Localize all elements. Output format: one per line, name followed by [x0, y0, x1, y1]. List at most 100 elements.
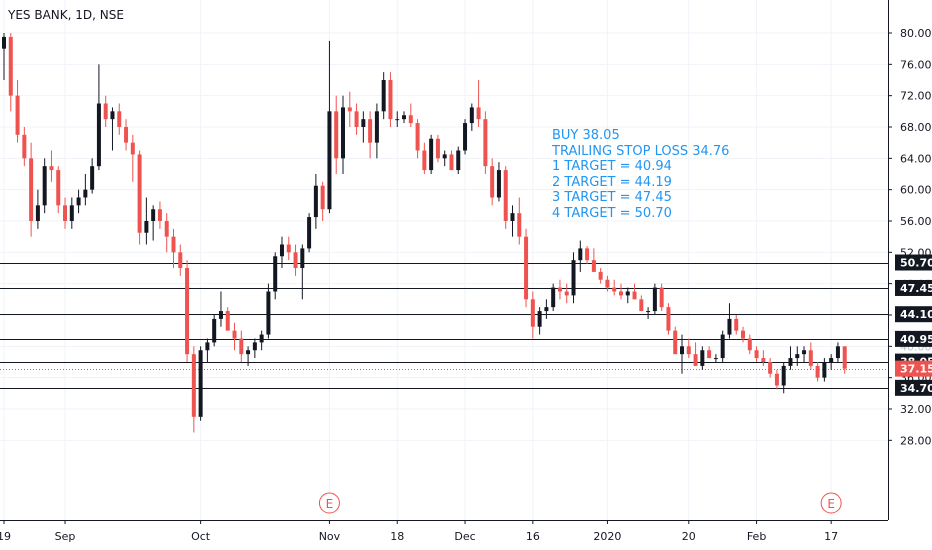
candle-up	[83, 189, 88, 198]
candle-up	[829, 358, 834, 362]
candle-up	[212, 318, 217, 343]
candle-up	[259, 334, 264, 343]
candle-up	[835, 346, 840, 359]
candle-up	[429, 138, 434, 171]
candle-down	[673, 330, 678, 355]
candle-down	[815, 365, 820, 378]
candle-up	[110, 111, 115, 120]
candle-up	[90, 166, 95, 190]
candle-up	[144, 220, 149, 233]
annotation-line-target-2: 2 TARGET = 44.19	[552, 174, 672, 190]
candle-down	[490, 166, 495, 198]
x-tick-label: 18	[390, 530, 404, 543]
level-price-badge	[895, 254, 932, 271]
x-tick-label: Nov	[319, 530, 341, 543]
level-price-badge	[895, 379, 932, 396]
candle-up	[279, 244, 284, 257]
candle-down	[741, 330, 746, 339]
candle-up	[442, 154, 447, 159]
candle-up	[727, 318, 732, 335]
x-tick-label: Sep	[55, 530, 76, 543]
candle-up	[341, 107, 345, 159]
candle-down	[659, 287, 664, 308]
x-tick-label: Feb	[747, 530, 766, 543]
annotation-line-stop-loss: TRAILING STOP LOSS 34.76	[552, 143, 730, 159]
candle-up	[2, 36, 6, 49]
candle-up	[652, 287, 657, 312]
candle-down	[707, 350, 712, 359]
candle-down	[164, 220, 169, 237]
candle-up	[544, 307, 549, 312]
y-tick-label: 32.00	[900, 403, 932, 416]
candle-up	[496, 170, 501, 198]
candle-up	[781, 365, 786, 386]
y-tick-label: 68.00	[900, 121, 932, 134]
symbol-title[interactable]: YES BANK, 1D, NSE	[8, 8, 124, 22]
level-price-badge-label: 50.70	[900, 257, 932, 270]
x-tick-label: 20	[682, 530, 696, 543]
candle-down	[808, 350, 813, 366]
x-tick-label: 17	[824, 530, 838, 543]
candle-down	[225, 311, 230, 331]
candle-up	[510, 213, 515, 221]
candle-down	[320, 185, 325, 210]
x-tick-label: Dec	[454, 530, 475, 543]
candle-down	[530, 299, 535, 327]
candle-down	[422, 150, 427, 171]
level-price-badge-label: 44.10	[900, 308, 932, 321]
candle-down	[63, 205, 68, 221]
candle-down	[191, 354, 196, 417]
candle-down	[666, 307, 671, 331]
candle-up	[537, 311, 542, 327]
candle-up	[273, 256, 278, 292]
level-price-badge-label: 34.70	[900, 382, 932, 395]
candle-down	[15, 95, 20, 135]
level-price-badge	[895, 330, 932, 347]
candle-down	[768, 361, 773, 374]
level-price-badge-label: 47.45	[900, 282, 932, 295]
candle-down	[618, 291, 623, 296]
candle-down	[124, 126, 129, 143]
candle-up	[720, 334, 725, 359]
candle-down	[503, 170, 508, 221]
candle-up	[246, 350, 251, 355]
candle-up	[456, 150, 461, 171]
candle-up	[76, 197, 81, 206]
horizontal-levels	[0, 263, 888, 389]
candle-down	[130, 142, 135, 155]
candle-down	[388, 79, 393, 120]
candle-down	[435, 138, 440, 159]
candle-up	[571, 260, 576, 296]
x-tick-label: 19	[0, 530, 11, 543]
candle-up	[307, 217, 312, 249]
candle-down	[591, 260, 596, 272]
earnings-event-marker	[820, 492, 842, 514]
candle-up	[680, 346, 684, 355]
candle-up	[463, 123, 468, 151]
candle-up	[795, 354, 800, 359]
y-tick-label: 28.00	[900, 434, 932, 447]
candle-down	[239, 338, 244, 355]
candle-down	[347, 107, 352, 112]
candle-up	[313, 185, 318, 218]
candle-down	[49, 166, 54, 171]
candle-up	[300, 248, 305, 268]
grid	[0, 0, 888, 520]
candle-up	[713, 358, 718, 360]
candle-up	[802, 350, 807, 355]
candle-down	[354, 111, 359, 127]
candle-up	[700, 350, 705, 366]
candle-down	[693, 354, 698, 366]
candle-down	[449, 154, 454, 171]
candle-down	[517, 213, 522, 237]
candle-down	[103, 103, 108, 120]
candle-down	[564, 291, 569, 296]
candle-down	[598, 271, 603, 280]
x-tick-label: 2020	[593, 530, 621, 543]
candle-down	[557, 287, 562, 292]
candle-down	[171, 236, 176, 253]
candle-down	[185, 267, 190, 355]
level-price-badge	[895, 306, 932, 323]
